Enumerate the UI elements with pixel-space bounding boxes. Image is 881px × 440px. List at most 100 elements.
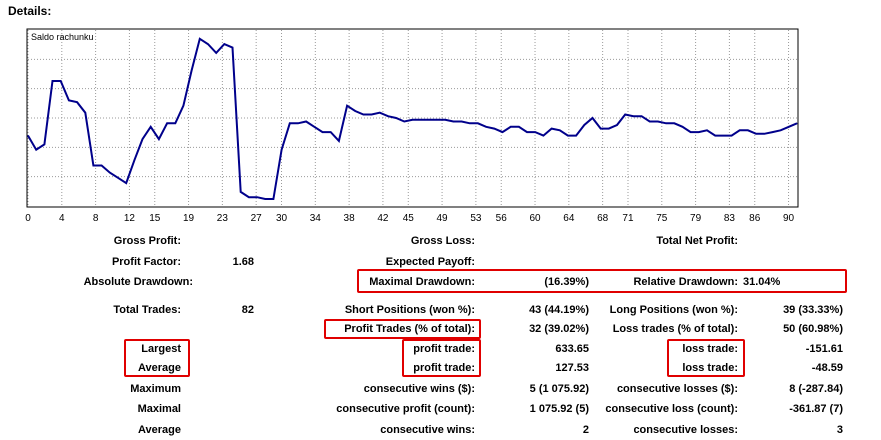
x-tick-label: 19 (183, 213, 195, 224)
balance-point (739, 129, 741, 131)
profit-factor-value: 1.68 (232, 256, 254, 268)
average-consecutive-wins-value: 2 (582, 424, 589, 436)
gross-loss-label: Gross Loss: (410, 235, 475, 247)
balance-point (166, 122, 168, 124)
average-profit-trade-value: 127.53 (555, 362, 589, 374)
max-consecutive-wins-value: 5 (1 075.92) (529, 383, 589, 395)
balance-point (600, 128, 602, 130)
balance-point (665, 122, 667, 124)
balance-point (502, 131, 503, 133)
balance-point (272, 198, 274, 200)
balance-point (84, 112, 86, 114)
relative-drawdown-label: Relative Drawdown: (633, 276, 738, 288)
balance-point (575, 135, 577, 137)
expected-payoff-label: Expected Payoff: (385, 256, 475, 268)
balance-point (92, 165, 94, 166)
balance-point (362, 114, 364, 115)
balance-point (297, 122, 299, 124)
balance-point (772, 131, 773, 133)
balance-series-points (27, 38, 798, 200)
maximal-consecutive-profit-label: consecutive profit (count): (336, 403, 475, 415)
balance-point (174, 122, 176, 124)
maximum-label: Maximum (130, 383, 181, 395)
balance-point (624, 114, 626, 115)
balance-point (567, 135, 569, 137)
balance-point (322, 131, 323, 133)
short-positions-value: 43 (44.19%) (529, 304, 589, 316)
balance-point (518, 126, 520, 128)
chart-title: Saldo rachunku (31, 32, 94, 42)
x-tick-label: 15 (149, 213, 161, 224)
balance-point (510, 126, 512, 128)
balance-point (387, 115, 389, 117)
chart-grid (27, 30, 797, 206)
average-profit-trade-label: profit trade: (413, 362, 475, 374)
balance-point (722, 135, 724, 137)
profit-factor-label: Profit Factor: (111, 256, 181, 268)
max-consecutive-losses-label: consecutive losses ($): (616, 383, 738, 395)
highlight-profit-trades (324, 319, 481, 339)
balance-point (583, 124, 585, 126)
balance-point (526, 131, 528, 133)
balance-point (182, 105, 184, 107)
average-consecutive-wins-label: consecutive wins: (380, 424, 475, 436)
profit-trades-label: Profit Trades (% of total): (344, 323, 475, 335)
balance-point (150, 126, 152, 128)
x-tick-label: 86 (749, 213, 761, 224)
x-tick-label: 0 (25, 213, 31, 224)
x-tick-label: 71 (622, 213, 634, 224)
balance-point (542, 135, 544, 137)
maximal-drawdown-label: Maximal Drawdown: (369, 276, 475, 288)
balance-point (101, 165, 103, 166)
balance-point (305, 121, 307, 122)
average-consecutive-losses-value: 3 (836, 424, 843, 436)
balance-point (142, 138, 143, 140)
balance-point (158, 138, 160, 140)
x-tick-label: 79 (690, 213, 702, 224)
x-tick-label: 83 (724, 213, 736, 224)
x-tick-label: 64 (563, 213, 575, 224)
balance-point (354, 110, 356, 112)
x-tick-label: 60 (529, 213, 541, 224)
balance-point (649, 121, 651, 122)
average-loss-trade-value: -48.59 (811, 362, 843, 374)
balance-point (289, 122, 291, 124)
x-tick-label: 42 (377, 213, 389, 224)
balance-point (60, 80, 62, 82)
x-tick-label: 49 (437, 213, 449, 224)
average-consecutive-label: Average (137, 424, 181, 436)
x-tick-label: 90 (783, 213, 795, 224)
balance-point (371, 114, 373, 115)
largest-loss-trade-label: loss trade: (682, 343, 738, 355)
balance-point (714, 135, 716, 137)
balance-point (215, 52, 217, 54)
balance-point (632, 115, 634, 117)
max-consecutive-wins-label: consecutive wins ($): (363, 383, 475, 395)
balance-point (731, 135, 733, 137)
max-consecutive-losses-value: 8 (-287.84) (789, 383, 843, 395)
balance-point (469, 122, 471, 124)
balance-point (52, 80, 53, 82)
relative-drawdown-value: 31.04% (743, 276, 781, 288)
x-tick-label: 45 (403, 213, 415, 224)
balance-point (641, 115, 643, 117)
largest-loss-trade-value: -151.61 (805, 343, 843, 355)
loss-trades-value: 50 (60.98%) (783, 323, 843, 335)
balance-point (559, 129, 561, 131)
balance-point (534, 131, 536, 133)
balance-point (461, 121, 463, 122)
x-tick-label: 4 (59, 213, 65, 224)
balance-point (330, 131, 332, 133)
long-positions-value: 39 (33.33%) (783, 304, 843, 316)
loss-trades-label: Loss trades (% of total): (612, 323, 738, 335)
balance-point (452, 121, 454, 122)
balance-point (788, 126, 790, 128)
maximal-consecutive-profit-value: 1 075.92 (5) (529, 403, 589, 415)
x-tick-label: 12 (124, 213, 136, 224)
x-tick-label: 75 (656, 213, 668, 224)
balance-point (690, 131, 692, 133)
balance-point (682, 126, 683, 128)
highlight-largest-average (124, 339, 190, 377)
balance-point (76, 101, 78, 103)
balance-point (747, 129, 749, 131)
